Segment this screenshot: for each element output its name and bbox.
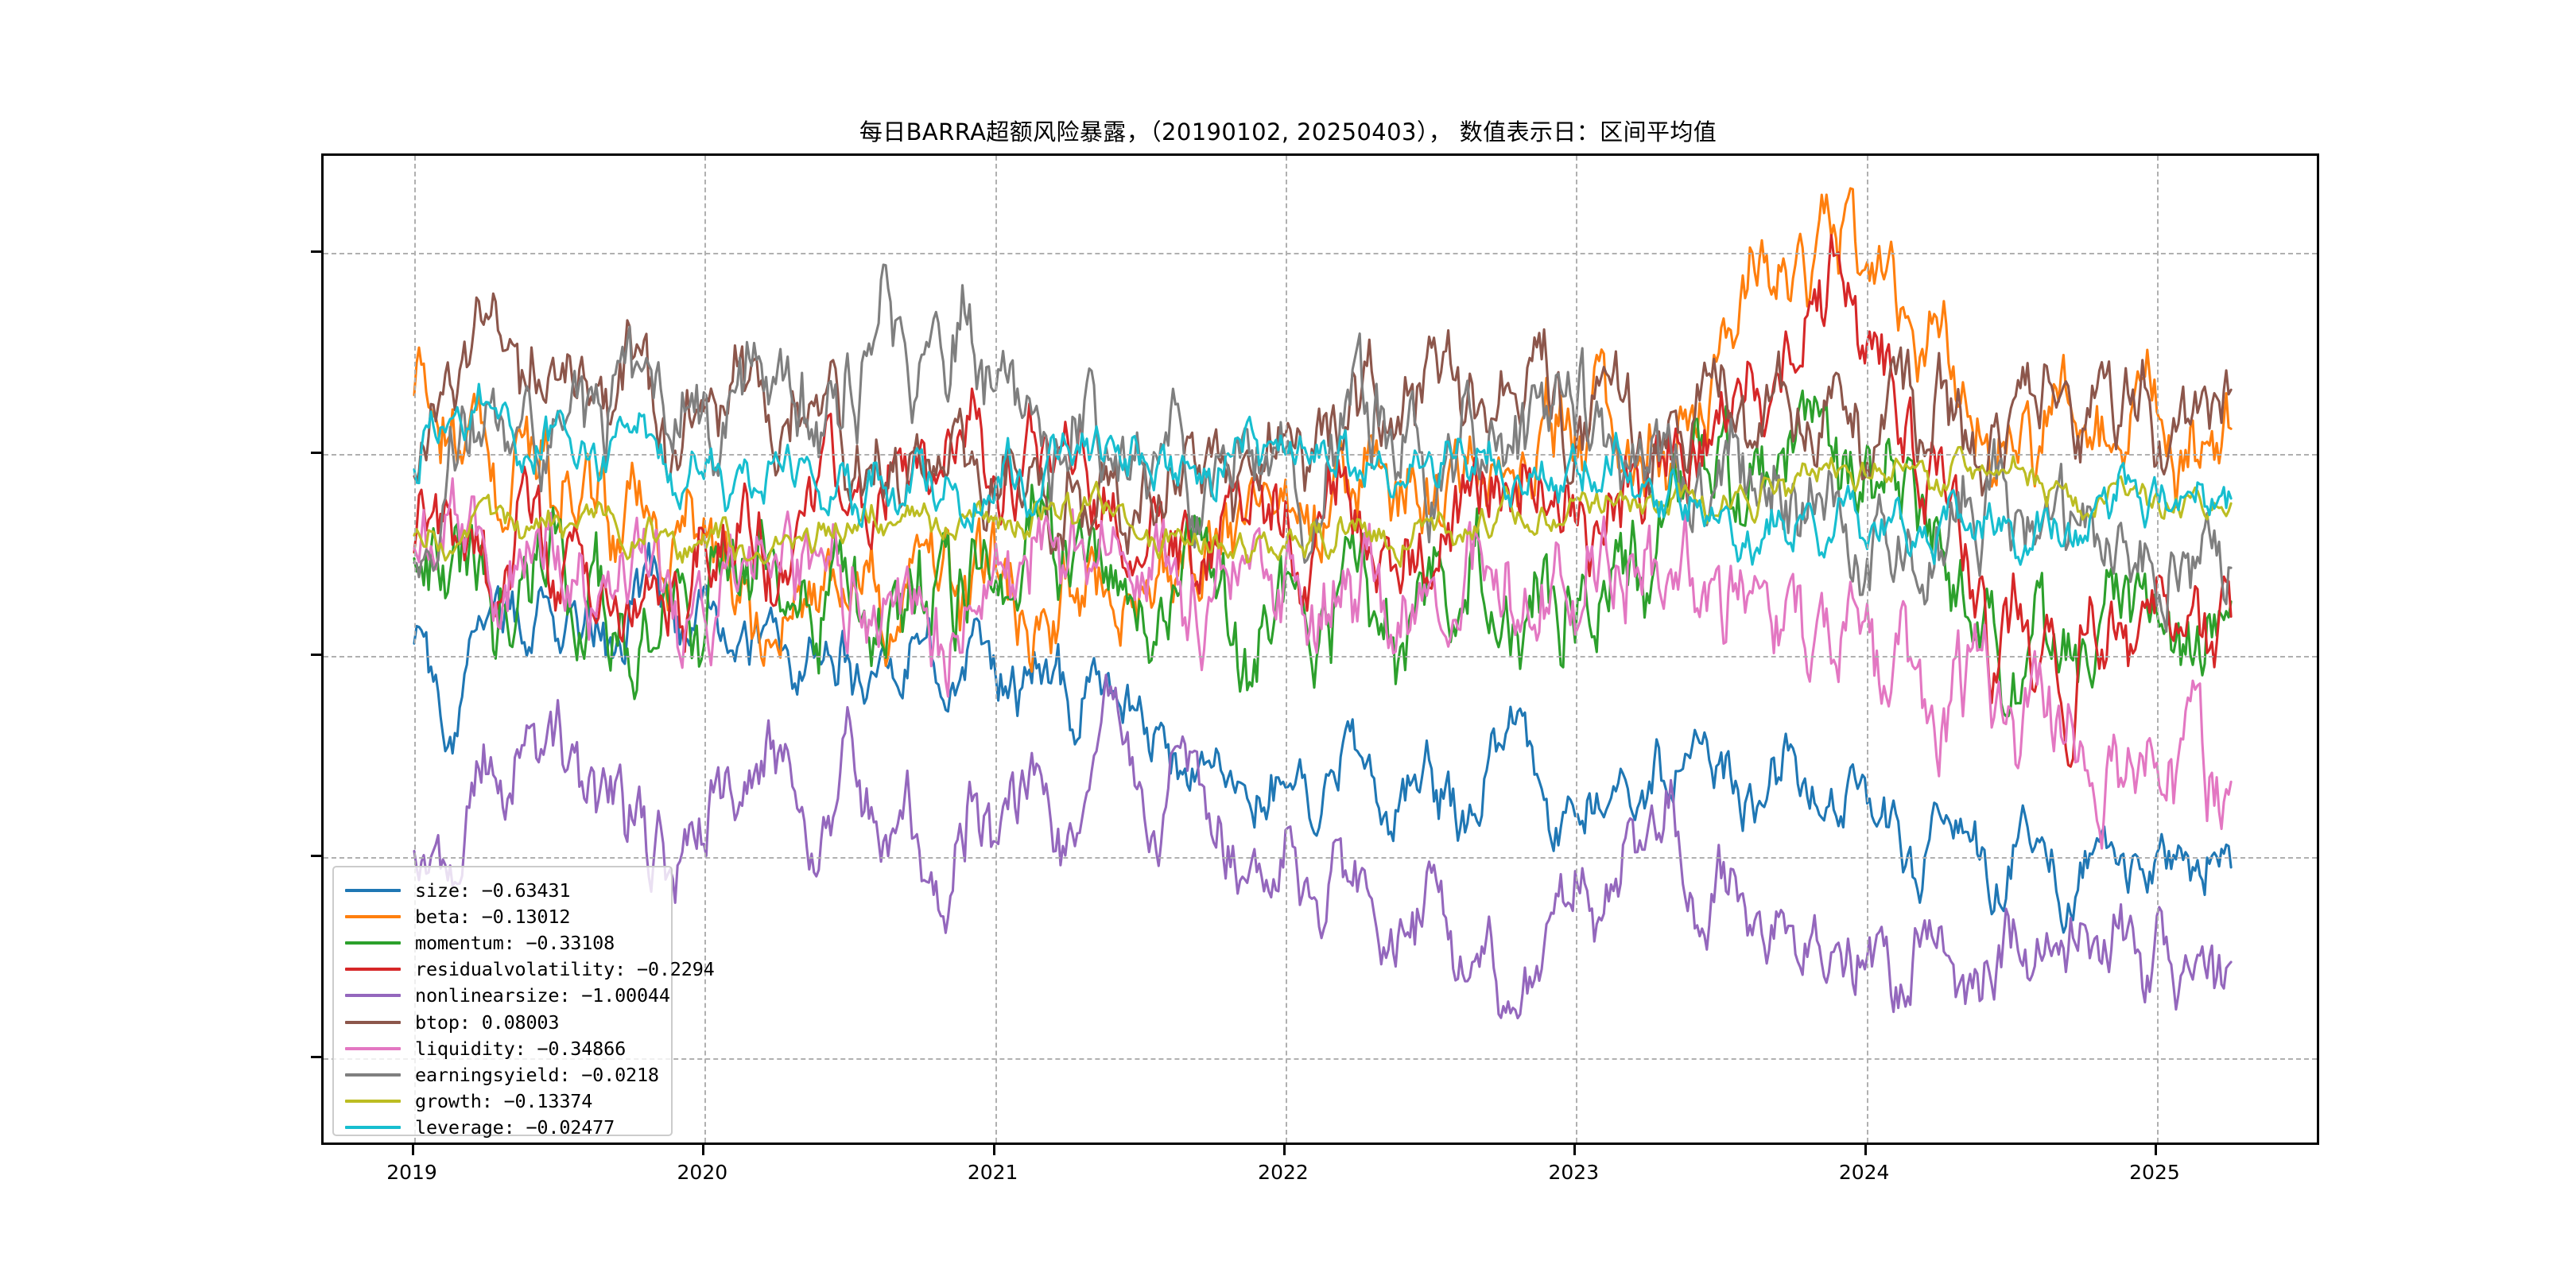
y-tick-mark [311, 653, 321, 656]
legend-label-nonlinearsize: nonlinearsize: −1.00044 [415, 984, 670, 1007]
x-axis: 2019 2020 2021 2022 2023 2024 2025 [321, 1145, 2319, 1193]
legend-swatch-growth [345, 1100, 401, 1104]
legend-swatch-nonlinearsize [345, 994, 401, 998]
gridline-horizontal [324, 857, 2317, 859]
gridline-vertical [1866, 156, 1868, 1143]
series-line-nonlinearsize [413, 673, 2233, 1020]
legend-label-momentum: momentum: −0.33108 [415, 931, 615, 954]
gridline-vertical [704, 156, 707, 1143]
legend-item-leverage[interactable]: leverage: −0.02477 [345, 1115, 658, 1141]
legend-item-growth[interactable]: growth: −0.13374 [345, 1088, 658, 1115]
series-line-size [413, 541, 2233, 934]
legend[interactable]: size: −0.63431 beta: −0.13012 momentum: −0… [332, 866, 715, 1139]
series-line-btop [413, 292, 2233, 555]
x-tick-label: 2021 [967, 1161, 1018, 1184]
legend-swatch-liquidity [345, 1046, 401, 1050]
legend-swatch-beta [345, 914, 401, 918]
legend-swatch-leverage [345, 1126, 401, 1130]
legend-item-momentum[interactable]: momentum: −0.33108 [345, 929, 658, 956]
x-tick-mark [1282, 1145, 1286, 1155]
gridline-vertical [1285, 156, 1287, 1143]
legend-label-size: size: −0.63431 [415, 879, 571, 902]
legend-item-nonlinearsize[interactable]: nonlinearsize: −1.00044 [345, 983, 670, 1009]
x-tick-mark [702, 1145, 705, 1155]
x-tick-label: 2019 [386, 1161, 437, 1184]
gridline-vertical [1576, 156, 1578, 1143]
y-tick-mark [311, 1056, 321, 1059]
gridline-horizontal [324, 252, 2317, 254]
x-tick-mark [2154, 1145, 2157, 1155]
legend-item-earningsyield[interactable]: earningsyield: −0.0218 [345, 1061, 659, 1088]
legend-swatch-earningsyield [345, 1073, 401, 1077]
legend-swatch-residualvolatility [345, 968, 401, 972]
y-tick-mark [311, 250, 321, 253]
x-tick-mark [412, 1145, 414, 1155]
series-line-growth [413, 445, 2233, 568]
x-tick-label: 2022 [1258, 1161, 1309, 1184]
x-tick-label: 2024 [1838, 1161, 1890, 1184]
x-tick-label: 2020 [677, 1161, 728, 1184]
gridline-horizontal [324, 454, 2317, 456]
legend-label-leverage: leverage: −0.02477 [415, 1116, 615, 1139]
gridline-vertical [995, 156, 997, 1143]
legend-item-btop[interactable]: btop: 0.08003 [345, 1009, 658, 1035]
legend-item-size[interactable]: size: −0.63431 [345, 877, 658, 903]
legend-label-beta: beta: −0.13012 [415, 905, 571, 928]
x-tick-label: 2023 [1548, 1161, 1600, 1184]
series-line-liquidity [413, 477, 2233, 850]
legend-item-beta[interactable]: beta: −0.13012 [345, 903, 658, 929]
gridline-horizontal [324, 1058, 2317, 1061]
plot-inner [324, 156, 2317, 1143]
y-tick-mark [311, 452, 321, 455]
legend-label-btop: btop: 0.08003 [415, 1011, 560, 1034]
legend-label-liquidity: liquidity: −0.34866 [415, 1037, 627, 1060]
x-tick-label: 2025 [2129, 1161, 2180, 1184]
y-tick-mark [311, 855, 321, 858]
x-tick-mark [992, 1145, 995, 1155]
legend-swatch-momentum [345, 941, 401, 945]
series-layer [413, 187, 2233, 1020]
legend-swatch-size [345, 888, 401, 892]
legend-item-residualvolatility[interactable]: residualvolatility: −0.2294 [345, 956, 715, 983]
page-title: 每日BARRA超额风险暴露，（20190102, 20250403）， 数值表示… [859, 118, 1717, 145]
gridline-vertical [2156, 156, 2159, 1143]
gridline-vertical [414, 156, 416, 1143]
y-axis: 0.50.0−0.5−1.0−1.5 [0, 153, 321, 1145]
legend-label-earningsyield: earningsyield: −0.0218 [415, 1063, 659, 1086]
gridline-horizontal [324, 655, 2317, 658]
x-tick-mark [1573, 1145, 1577, 1155]
series-line-leverage [413, 382, 2233, 566]
series-line-earningsyield [413, 263, 2233, 633]
plot-area [321, 153, 2319, 1145]
legend-item-liquidity[interactable]: liquidity: −0.34866 [345, 1035, 658, 1061]
legend-swatch-btop [345, 1020, 401, 1024]
legend-label-residualvolatility: residualvolatility: −0.2294 [415, 958, 715, 981]
legend-label-growth: growth: −0.13374 [415, 1090, 593, 1113]
x-tick-mark [1864, 1145, 1867, 1155]
